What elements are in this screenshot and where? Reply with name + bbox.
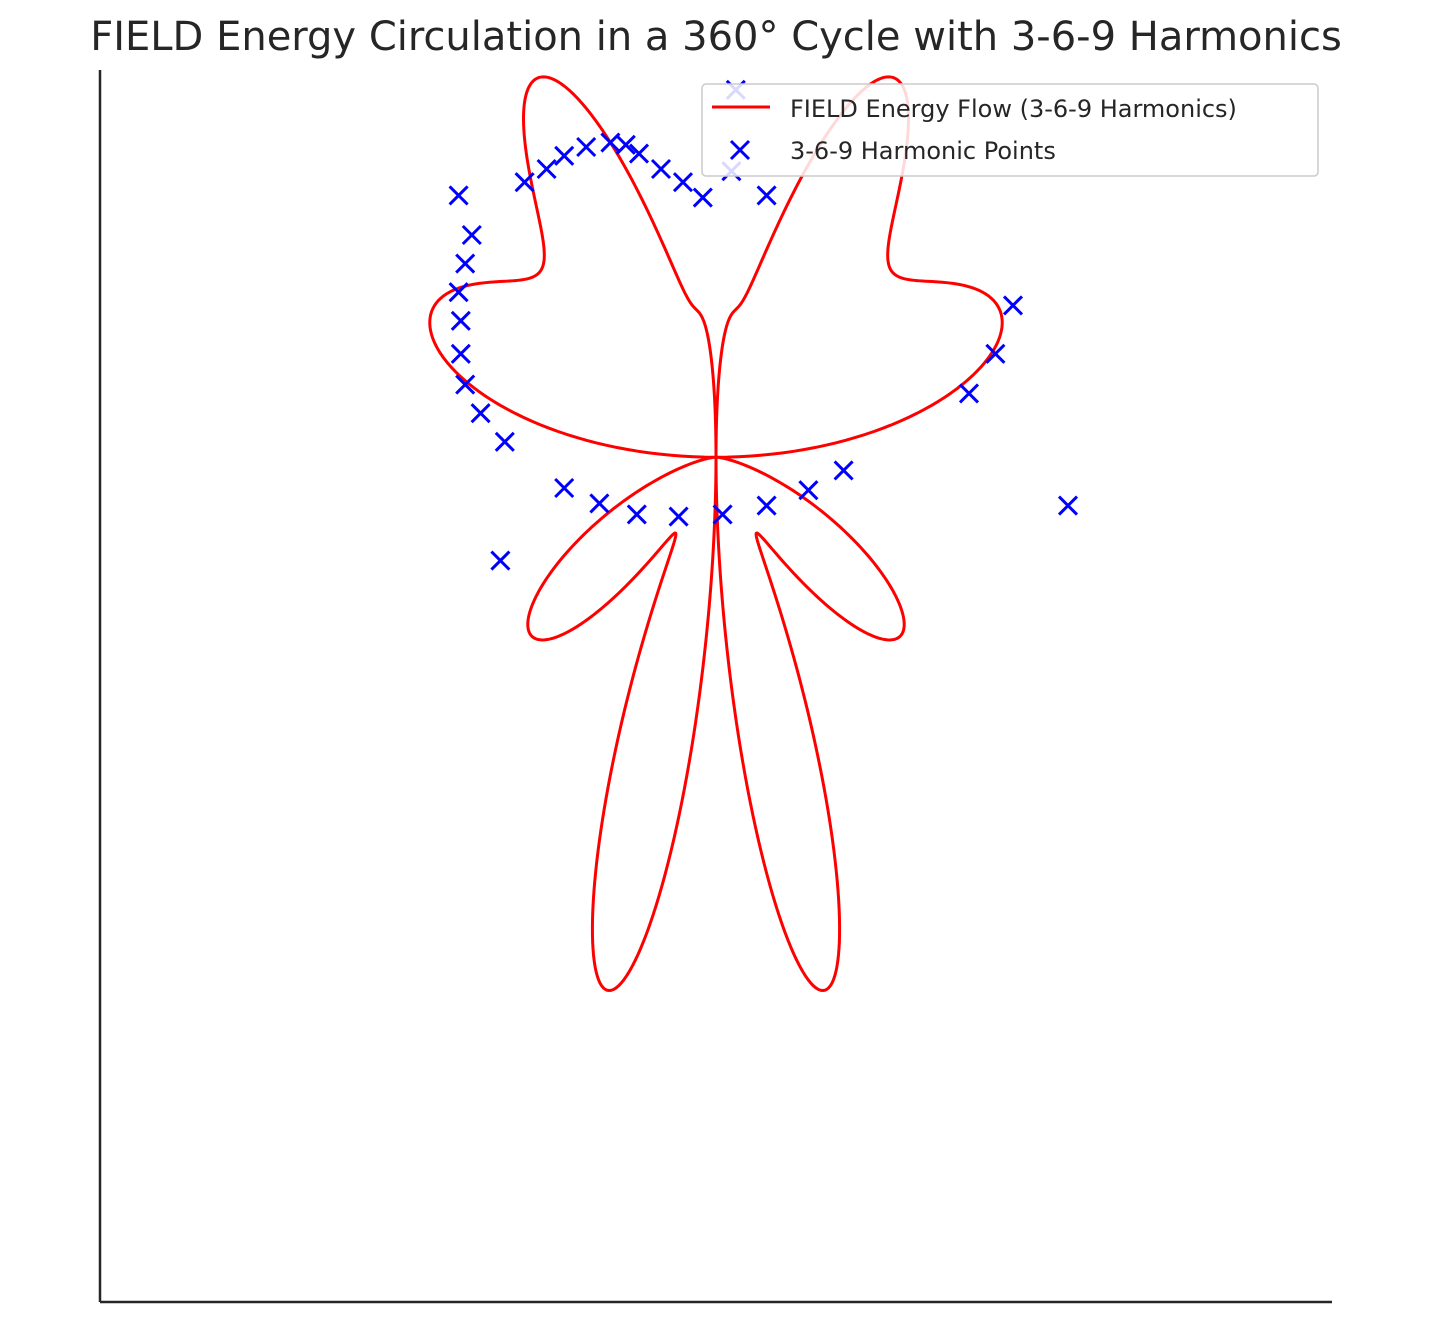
harmonic-point — [490, 550, 511, 571]
harmonic-point — [448, 185, 469, 206]
legend-label-points: 3-6-9 Harmonic Points — [790, 137, 1056, 165]
harmonic-point — [668, 506, 689, 527]
harmonic-point — [589, 493, 610, 514]
harmonic-point — [1002, 295, 1024, 316]
harmonic-point — [494, 431, 515, 452]
harmonic-point — [833, 460, 854, 481]
harmonic-point — [798, 480, 819, 501]
harmonic-point — [450, 310, 471, 331]
harmonic-point — [554, 145, 575, 166]
harmonic-point — [514, 172, 535, 193]
harmonic-point — [455, 374, 476, 395]
harmonic-point — [448, 282, 469, 303]
harmonic-point — [461, 224, 482, 246]
harmonic-point — [1057, 495, 1079, 516]
legend-frame — [701, 83, 1319, 177]
harmonic-point — [576, 136, 597, 158]
legend: FIELD Energy Flow (3-6-9 Harmonics) 3-6-… — [701, 83, 1319, 177]
harmonic-point — [756, 185, 777, 206]
harmonic-point — [455, 253, 476, 274]
legend-x-swatch — [729, 139, 751, 161]
harmonic-point — [756, 495, 777, 516]
harmonic-point — [650, 158, 672, 180]
energy-flow-curve-layer — [428, 75, 1004, 993]
harmonic-point — [536, 158, 557, 180]
harmonic-point — [600, 132, 621, 153]
legend-label-flow: FIELD Energy Flow (3-6-9 Harmonics) — [790, 95, 1237, 123]
chart-title: FIELD Energy Circulation in a 360° Cycle… — [90, 14, 1342, 60]
harmonic-point — [712, 504, 733, 525]
energy-flow-line — [428, 75, 1004, 993]
harmonic-point — [450, 343, 471, 364]
harmonic-point — [554, 477, 575, 499]
harmonic-point — [692, 187, 713, 208]
harmonic-point — [958, 383, 980, 404]
harmonic-point — [626, 504, 647, 525]
harmonic-point — [985, 343, 1006, 364]
harmonic-point — [628, 143, 650, 164]
harmonic-point — [470, 403, 491, 424]
harmonic-point — [672, 172, 694, 193]
